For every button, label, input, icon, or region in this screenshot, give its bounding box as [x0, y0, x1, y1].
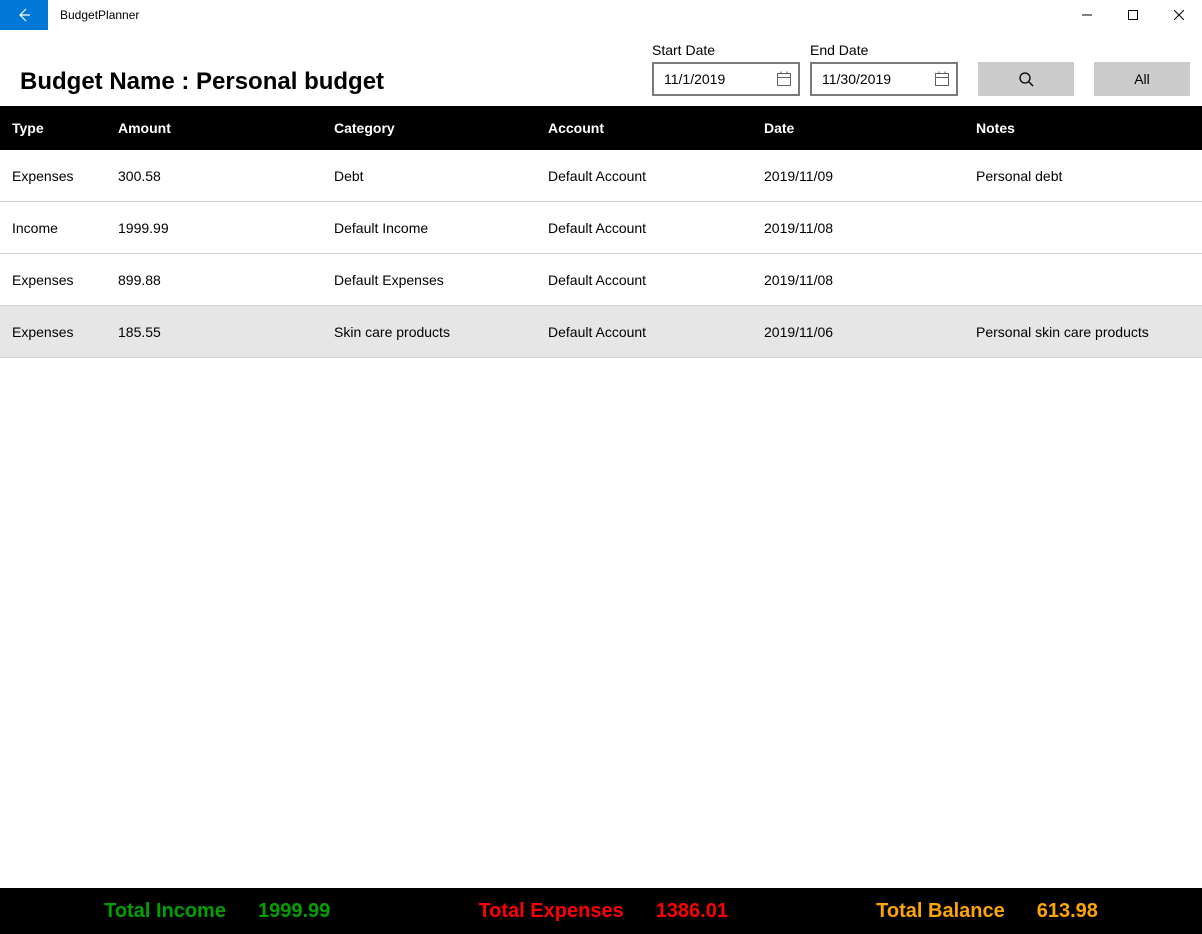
table-body: Expenses300.58DebtDefault Account2019/11…: [0, 150, 1202, 358]
app-title: BudgetPlanner: [48, 0, 151, 30]
total-balance-label: Total Balance: [876, 900, 1005, 923]
search-button[interactable]: [978, 62, 1074, 96]
cell-amount: 300.58: [118, 168, 334, 184]
calendar-icon: [934, 71, 950, 87]
cell-category: Debt: [334, 168, 548, 184]
total-balance-value: 613.98: [1037, 900, 1098, 923]
cell-category: Skin care products: [334, 324, 548, 340]
col-date[interactable]: Date: [764, 120, 976, 136]
cell-amount: 1999.99: [118, 220, 334, 236]
minimize-icon: [1082, 10, 1092, 20]
cell-account: Default Account: [548, 272, 764, 288]
total-expenses-metric: Total Expenses 1386.01: [478, 900, 728, 923]
search-icon: [1018, 71, 1034, 87]
cell-account: Default Account: [548, 168, 764, 184]
all-button-label: All: [1134, 71, 1150, 87]
table-header-row: Type Amount Category Account Date Notes: [0, 106, 1202, 150]
start-date-input[interactable]: [664, 71, 776, 87]
table-row[interactable]: Income1999.99Default IncomeDefault Accou…: [0, 202, 1202, 254]
cell-date: 2019/11/09: [764, 168, 976, 184]
filter-header: Budget Name : Personal budget Start Date…: [0, 30, 1202, 106]
cell-account: Default Account: [548, 324, 764, 340]
cell-date: 2019/11/06: [764, 324, 976, 340]
total-balance-metric: Total Balance 613.98: [876, 900, 1098, 923]
back-button[interactable]: [0, 0, 48, 30]
cell-amount: 185.55: [118, 324, 334, 340]
cell-category: Default Income: [334, 220, 548, 236]
transactions-table: Type Amount Category Account Date Notes …: [0, 106, 1202, 888]
table-row[interactable]: Expenses899.88Default ExpensesDefault Ac…: [0, 254, 1202, 306]
budget-name-title: Budget Name : Personal budget: [20, 68, 642, 96]
maximize-icon: [1128, 10, 1138, 20]
titlebar-spacer: [151, 0, 1064, 30]
col-category[interactable]: Category: [334, 120, 548, 136]
maximize-button[interactable]: [1110, 0, 1156, 30]
end-date-label: End Date: [810, 42, 958, 58]
cell-notes: Personal debt: [976, 168, 1190, 184]
summary-footer: Total Income 1999.99 Total Expenses 1386…: [0, 888, 1202, 934]
end-date-picker[interactable]: [810, 62, 958, 96]
total-income-metric: Total Income 1999.99: [104, 900, 330, 923]
cell-type: Income: [12, 220, 118, 236]
start-date-label: Start Date: [652, 42, 800, 58]
start-date-picker[interactable]: [652, 62, 800, 96]
close-button[interactable]: [1156, 0, 1202, 30]
budget-name-value: Personal budget: [196, 68, 384, 95]
col-amount[interactable]: Amount: [118, 120, 334, 136]
cell-type: Expenses: [12, 324, 118, 340]
total-income-value: 1999.99: [258, 900, 330, 923]
budget-name-prefix: Budget Name :: [20, 68, 196, 95]
window-controls: [1064, 0, 1202, 30]
cell-category: Default Expenses: [334, 272, 548, 288]
total-income-label: Total Income: [104, 900, 226, 923]
minimize-button[interactable]: [1064, 0, 1110, 30]
arrow-left-icon: [16, 7, 32, 23]
calendar-icon: [776, 71, 792, 87]
cell-account: Default Account: [548, 220, 764, 236]
close-icon: [1174, 10, 1184, 20]
end-date-group: End Date: [810, 42, 958, 96]
title-bar: BudgetPlanner: [0, 0, 1202, 30]
table-header: Type Amount Category Account Date Notes: [0, 106, 1202, 150]
cell-type: Expenses: [12, 168, 118, 184]
total-expenses-value: 1386.01: [656, 900, 728, 923]
end-date-input[interactable]: [822, 71, 934, 87]
cell-type: Expenses: [12, 272, 118, 288]
table-row[interactable]: Expenses300.58DebtDefault Account2019/11…: [0, 150, 1202, 202]
cell-date: 2019/11/08: [764, 272, 976, 288]
total-expenses-label: Total Expenses: [478, 900, 623, 923]
cell-date: 2019/11/08: [764, 220, 976, 236]
col-type[interactable]: Type: [12, 120, 118, 136]
table-row[interactable]: Expenses185.55Skin care productsDefault …: [0, 306, 1202, 358]
start-date-group: Start Date: [652, 42, 800, 96]
all-button[interactable]: All: [1094, 62, 1190, 96]
cell-amount: 899.88: [118, 272, 334, 288]
cell-notes: Personal skin care products: [976, 324, 1190, 340]
col-account[interactable]: Account: [548, 120, 764, 136]
col-notes[interactable]: Notes: [976, 120, 1190, 136]
